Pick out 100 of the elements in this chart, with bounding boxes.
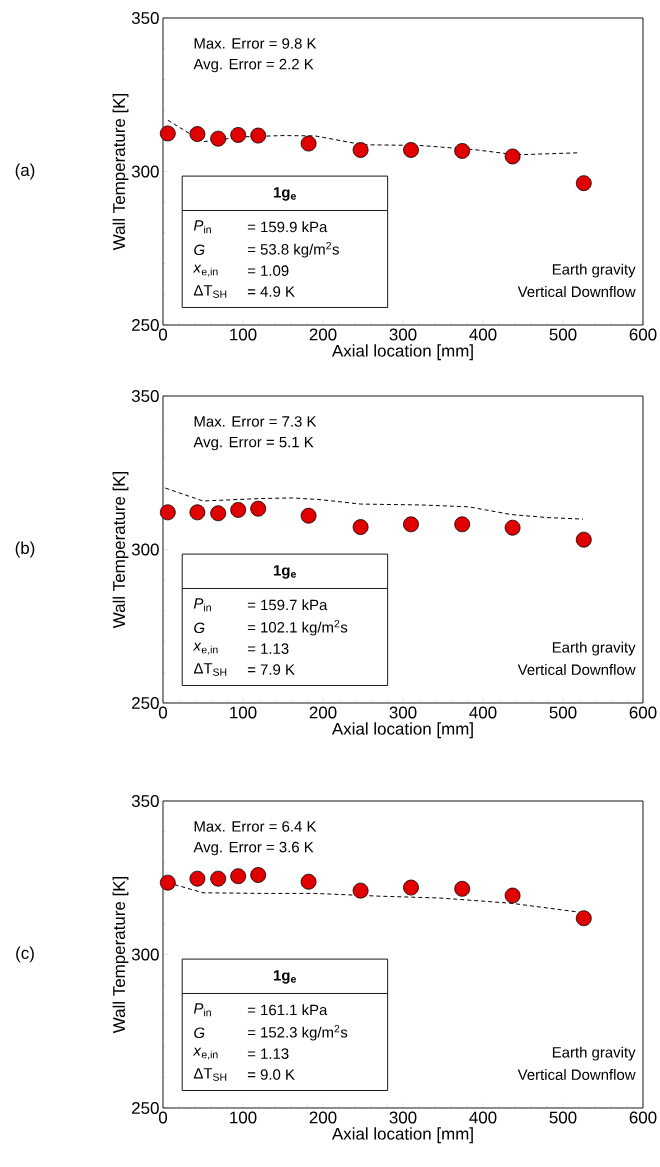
point <box>189 870 206 887</box>
x-tick-label: 200 <box>309 1111 337 1124</box>
point <box>454 880 470 897</box>
point <box>575 910 592 927</box>
point <box>402 142 419 158</box>
point <box>454 143 470 159</box>
x-tick-label: 200 <box>309 706 337 719</box>
x-tick-label: 500 <box>549 1111 577 1124</box>
point <box>504 519 521 536</box>
point <box>352 519 369 535</box>
text: (b) <box>15 541 35 558</box>
y-axis-title: Wall Temperature [K] <box>112 876 129 1034</box>
annotation: Vertical Downflow <box>517 1069 636 1081</box>
annotation: P$_{in}$ <box>193 1003 211 1017</box>
annotation: 1g$_{e}$ <box>273 187 296 201</box>
x-tick-label: 500 <box>549 328 577 341</box>
annotation: Max. Error = 9.8 K <box>194 38 317 49</box>
point <box>230 127 246 143</box>
point <box>250 127 266 144</box>
annotation: = 1.13 <box>247 643 289 654</box>
annotation: Vertical Downflow <box>517 286 636 298</box>
annotation: = 159.7 kPa <box>247 599 328 611</box>
x-tick-label: 100 <box>229 328 257 341</box>
point <box>402 879 419 896</box>
annotation: = 7.9 K <box>247 664 295 675</box>
x-tick-label: 0 <box>158 706 167 719</box>
x-axis-title: Axial location [mm] <box>331 722 473 739</box>
annotation: Earth gravity <box>552 1046 636 1061</box>
text: (c) <box>15 946 34 963</box>
y-tick-label: 350 <box>131 390 159 402</box>
annotation: Avg. Error = 2.2 K <box>193 58 314 73</box>
annotation: = 152.3 kg/m$^{2}$s <box>247 1024 348 1041</box>
point <box>402 516 419 533</box>
y-tick-label: 250 <box>131 1101 159 1114</box>
point <box>250 867 266 883</box>
point <box>352 882 369 899</box>
y-tick-label: 350 <box>131 794 159 807</box>
annotation: = 102.1 kg/m$^{2}$s <box>247 619 348 636</box>
annotation: Max. Error = 7.3 K <box>194 416 317 427</box>
point <box>300 135 317 152</box>
x-tick-label: 200 <box>309 328 337 341</box>
annotation: ΔT$_{SH}$ <box>193 285 227 298</box>
annotation: = 9.0 K <box>247 1069 295 1080</box>
x-tick-label: 300 <box>389 706 417 719</box>
x-tick-label: 300 <box>389 1111 417 1124</box>
point <box>230 868 246 885</box>
point <box>300 873 317 890</box>
x-tick-label: 600 <box>629 328 657 341</box>
annotation: G <box>193 1027 205 1039</box>
annotation: ΔT$_{SH}$ <box>193 663 227 676</box>
point <box>210 130 226 147</box>
point <box>504 887 521 904</box>
point <box>210 505 226 522</box>
annotation: P$_{in}$ <box>193 220 211 234</box>
point <box>159 874 176 891</box>
x-axis-title: Axial location [mm] <box>331 1127 473 1144</box>
y-tick-label: 300 <box>131 543 159 556</box>
annotation: x$_{e,in}$ <box>192 642 218 655</box>
annotation: = 159.9 kPa <box>247 221 328 233</box>
annotation: Max. Error = 6.4 K <box>194 821 317 832</box>
point <box>159 125 176 142</box>
y-tick-label: 300 <box>131 165 159 178</box>
x-tick-label: 100 <box>229 1111 257 1124</box>
annotation: Earth gravity <box>552 263 636 278</box>
y-tick-label: 250 <box>131 319 159 331</box>
x-tick-label: 600 <box>629 1111 657 1124</box>
annotation: 1g$_{e}$ <box>273 970 296 984</box>
annotation: = 4.9 K <box>247 286 295 297</box>
point <box>159 504 176 521</box>
point <box>575 531 592 548</box>
point <box>352 142 369 158</box>
annotation: ΔT$_{SH}$ <box>193 1068 227 1081</box>
x-tick-label: 400 <box>469 706 497 719</box>
point <box>250 500 266 517</box>
annotation: Earth gravity <box>552 641 636 656</box>
annotation: Avg. Error = 5.1 K <box>193 436 314 451</box>
point <box>454 516 470 533</box>
x-tick-label: 300 <box>389 328 417 341</box>
point <box>230 501 246 518</box>
annotation: x$_{e,in}$ <box>192 1047 218 1060</box>
point <box>575 175 592 192</box>
x-axis-title: Axial location [mm] <box>331 344 473 361</box>
x-tick-label: 0 <box>158 328 167 341</box>
annotation: = 1.09 <box>247 265 289 276</box>
y-axis-title: Wall Temperature [K] <box>112 471 129 629</box>
point <box>300 507 317 524</box>
y-axis-title: Wall Temperature [K] <box>112 93 129 251</box>
y-tick-label: 250 <box>131 696 159 709</box>
point <box>189 504 206 521</box>
annotation: G <box>193 622 205 634</box>
annotation: = 1.13 <box>247 1048 289 1059</box>
x-tick-label: 400 <box>469 1111 497 1124</box>
point <box>210 870 226 887</box>
annotation: = 53.8 kg/m$^{2}$s <box>247 241 339 258</box>
text: (a) <box>15 163 35 180</box>
x-tick-label: 400 <box>469 328 497 341</box>
annotation: Vertical Downflow <box>517 664 636 676</box>
y-tick-label: 300 <box>131 948 159 961</box>
annotation: G <box>193 244 205 256</box>
x-tick-label: 500 <box>549 706 577 719</box>
